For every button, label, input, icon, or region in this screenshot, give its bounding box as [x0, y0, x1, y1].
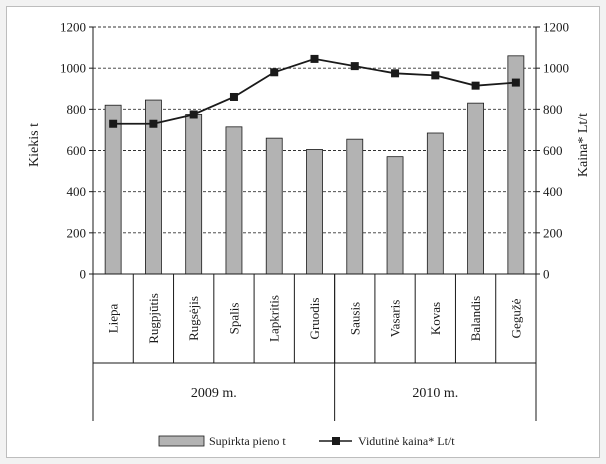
legend-bar-swatch [158, 435, 205, 447]
bar [346, 138, 364, 275]
legend-bar-label: Supirkta pieno t [209, 434, 286, 448]
bar-series [104, 55, 525, 275]
line-marker [471, 81, 480, 90]
group-label: 2009 m. [191, 386, 237, 401]
y-tick-label: 800 [67, 102, 87, 117]
line-marker [229, 92, 238, 101]
y2-tick-label: 400 [543, 184, 563, 199]
y-tick-label: 0 [80, 267, 87, 282]
category-label: Lapkritis [267, 295, 282, 342]
group-label: 2010 m. [412, 386, 458, 401]
legend-line-label: Vidutinė kaina* Lt/t [358, 434, 455, 448]
y2-tick-label: 800 [543, 102, 563, 117]
category-label: Rugpjūtis [146, 293, 161, 344]
bar [185, 114, 203, 275]
y-tick-label: 600 [67, 143, 87, 158]
y2-axis-title: Kaina* Lt/t [576, 113, 591, 177]
bar [467, 102, 484, 275]
bar [386, 156, 404, 275]
legend-line-marker [332, 437, 340, 445]
category-label: Sausis [347, 302, 362, 335]
line-marker [149, 119, 158, 128]
y-axis-title: Kiekis t [27, 123, 42, 167]
category-label: Gruodis [307, 298, 322, 340]
bar [104, 104, 122, 275]
y2-tick-label: 1200 [543, 20, 569, 35]
category-label: Balandis [468, 296, 483, 342]
chart-svg: 0 0 200 200 400 400 600 600 800 800 1000 1000 1200 12… [27, 20, 591, 449]
category-label: Gegužė [508, 298, 523, 338]
y-tick-label: 200 [67, 225, 87, 240]
line-marker [511, 78, 520, 87]
y2-tick-label: 200 [543, 225, 563, 240]
y-tick-label: 1000 [60, 61, 86, 76]
line-marker [310, 54, 319, 63]
axes [89, 26, 540, 421]
legend: Supirkta pieno t Vidutinė kaina* Lt/t [158, 434, 455, 448]
y2-tick-label: 0 [543, 267, 550, 282]
category-label: Rugsėjis [186, 296, 201, 341]
axis-labels: 0 0 200 200 400 400 600 600 800 800 1000 1000 1200 12… [60, 20, 569, 402]
bar [507, 55, 525, 275]
line-marker [109, 119, 118, 128]
category-label: Spalis [226, 303, 241, 335]
line-marker [189, 110, 198, 119]
y2-tick-label: 600 [543, 143, 563, 158]
line-marker [391, 69, 400, 78]
category-label: Kovas [428, 302, 443, 335]
category-label: Vasaris [388, 300, 403, 338]
bar [225, 126, 243, 275]
category-label: Liepa [106, 303, 121, 333]
line-marker [431, 71, 440, 80]
y2-tick-label: 1000 [543, 61, 569, 76]
price-line [113, 57, 516, 125]
bar [426, 132, 444, 275]
y-tick-label: 1200 [60, 20, 86, 35]
chart-frame: 0 0 200 200 400 400 600 600 800 800 1000 1000 1200 12… [6, 6, 600, 458]
bar [265, 137, 283, 275]
line-marker [270, 68, 279, 77]
y-tick-label: 400 [67, 184, 87, 199]
line-series [109, 54, 520, 128]
bar [306, 149, 323, 275]
line-marker [350, 62, 359, 71]
